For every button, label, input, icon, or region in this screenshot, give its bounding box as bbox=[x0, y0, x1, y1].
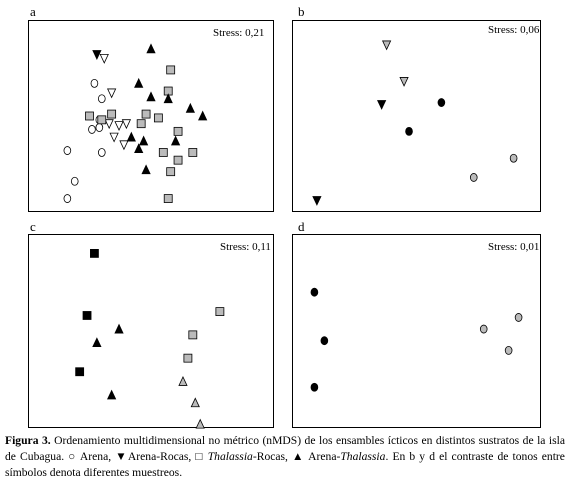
caption-text-6: . En b y d el contraste de tonos entre s… bbox=[5, 450, 565, 479]
stress-label-a: Stress: 0,21 bbox=[213, 27, 265, 39]
caption-text-4: -Rocas, bbox=[252, 450, 293, 463]
panel-b-triangle-down-point bbox=[399, 77, 409, 87]
panel-d-circle-point bbox=[310, 287, 319, 297]
panel-a-square-point bbox=[173, 126, 183, 136]
plot-panel-c bbox=[28, 234, 274, 428]
panel-b-circle-point bbox=[509, 153, 518, 163]
panel-c-square-point bbox=[215, 307, 225, 317]
panel-a-triangle-up-point bbox=[146, 43, 156, 54]
panel-c-square-point bbox=[82, 311, 92, 320]
panel-a-triangle-down-point bbox=[109, 132, 119, 143]
panel-a-triangle-up-point bbox=[198, 110, 208, 121]
panel-a-circle-point bbox=[88, 125, 96, 134]
panel-a-circle-point bbox=[98, 148, 106, 157]
panel-b-circle-point bbox=[469, 173, 478, 182]
panel-a-triangle-up-point bbox=[146, 91, 156, 102]
panel-c-triangle-up-point bbox=[92, 337, 102, 348]
panel-d-circle-point bbox=[504, 345, 513, 355]
plot-panel-d bbox=[292, 234, 541, 428]
panel-label-d: d bbox=[298, 219, 305, 234]
panel-a-triangle-up-point bbox=[134, 143, 144, 154]
panel-a-triangle-down-point bbox=[99, 54, 109, 64]
panel-a-circle-point bbox=[70, 176, 79, 186]
panel-d-circle-point bbox=[479, 324, 488, 334]
caption-label: Figura 3. bbox=[5, 434, 51, 447]
panel-a-triangle-up-point bbox=[138, 135, 149, 146]
plot-panel-b bbox=[292, 20, 541, 212]
panel-a-square-point bbox=[107, 109, 117, 119]
panel-a-triangle-up-point bbox=[141, 164, 151, 175]
panel-c-triangle-up-point bbox=[195, 418, 205, 429]
stress-label-b: Stress: 0,06 bbox=[488, 24, 540, 36]
panel-c-square-point bbox=[183, 353, 193, 363]
caption-text-5: Arena- bbox=[304, 450, 341, 463]
panel-a-circle-point bbox=[63, 146, 72, 155]
panel-d-circle-point bbox=[514, 313, 523, 322]
panel-c-triangle-up-point bbox=[190, 397, 200, 408]
panel-d-circle-point bbox=[310, 382, 319, 392]
panel-a-triangle-down-point bbox=[104, 119, 114, 130]
panel-a-circle-point bbox=[98, 94, 106, 104]
panel-a-square-point bbox=[166, 65, 176, 75]
panel-a-square-point bbox=[158, 148, 168, 157]
panel-a-square-point bbox=[173, 155, 183, 165]
panel-a-circle-point bbox=[90, 78, 99, 88]
panel-a-triangle-down-point bbox=[92, 50, 102, 60]
panel-a-square-point bbox=[141, 109, 151, 119]
caption-square-symbol: □ bbox=[195, 450, 204, 463]
panel-a-square-point bbox=[163, 194, 173, 203]
panel-label-c: c bbox=[30, 219, 36, 234]
panel-c-triangle-up-point bbox=[114, 323, 124, 334]
panel-a-triangle-up-point bbox=[134, 77, 144, 88]
panel-a-triangle-down-point bbox=[107, 88, 117, 99]
panel-a-triangle-up-point bbox=[185, 102, 195, 113]
stress-label-c: Stress: 0,11 bbox=[220, 241, 271, 253]
panel-c-triangle-up-point bbox=[178, 376, 188, 386]
caption-italic-1: Thalassia bbox=[207, 450, 253, 463]
panel-a-triangle-up-point bbox=[170, 135, 181, 146]
panel-a-square-point bbox=[136, 119, 146, 129]
panel-a-triangle-up-point bbox=[126, 131, 136, 142]
panel-label-a: a bbox=[30, 4, 36, 19]
panel-d-circle-point bbox=[320, 336, 329, 346]
stress-label-d: Stress: 0,01 bbox=[488, 241, 540, 253]
panel-a-square-point bbox=[153, 113, 163, 123]
caption-italic-2: Thalassia bbox=[340, 450, 386, 463]
panel-a-square-point bbox=[97, 115, 107, 125]
panel-b-triangle-down-point bbox=[312, 196, 322, 206]
caption-text-3: Arena-Rocas, bbox=[127, 450, 196, 463]
panel-a-triangle-down-point bbox=[121, 119, 132, 130]
panel-c-square-point bbox=[188, 330, 198, 340]
panel-a-circle-point bbox=[95, 123, 104, 132]
panel-c-square-point bbox=[90, 248, 99, 258]
panel-b-triangle-down-point bbox=[381, 40, 392, 51]
panel-label-b: b bbox=[298, 4, 305, 19]
panel-a-triangle-up-point bbox=[163, 93, 173, 104]
panel-c-triangle-up-point bbox=[107, 389, 117, 400]
panel-b-circle-point bbox=[405, 126, 413, 136]
caption-circle-symbol: ○ bbox=[68, 450, 77, 463]
panel-a-square-point bbox=[85, 111, 94, 121]
caption-text-1: Ordenamiento multidimensional no métrico… bbox=[5, 434, 565, 463]
panel-c-square-point bbox=[75, 367, 85, 377]
caption-triangle-up-symbol: ▲ bbox=[292, 450, 305, 463]
caption-text-2: Arena, bbox=[76, 450, 116, 463]
panel-b-triangle-down-point bbox=[377, 100, 387, 110]
panel-a-triangle-down-point bbox=[114, 121, 124, 132]
figure-caption: Figura 3. Ordenamiento multidimensional … bbox=[5, 433, 565, 481]
panel-b-circle-point bbox=[437, 98, 446, 107]
panel-a-triangle-down-point bbox=[119, 140, 129, 151]
panel-a-circle-point bbox=[63, 194, 72, 203]
panel-a-square-point bbox=[188, 148, 198, 157]
panel-a-square-point bbox=[166, 167, 176, 177]
caption-triangle-down-symbol: ▼ bbox=[115, 450, 128, 463]
